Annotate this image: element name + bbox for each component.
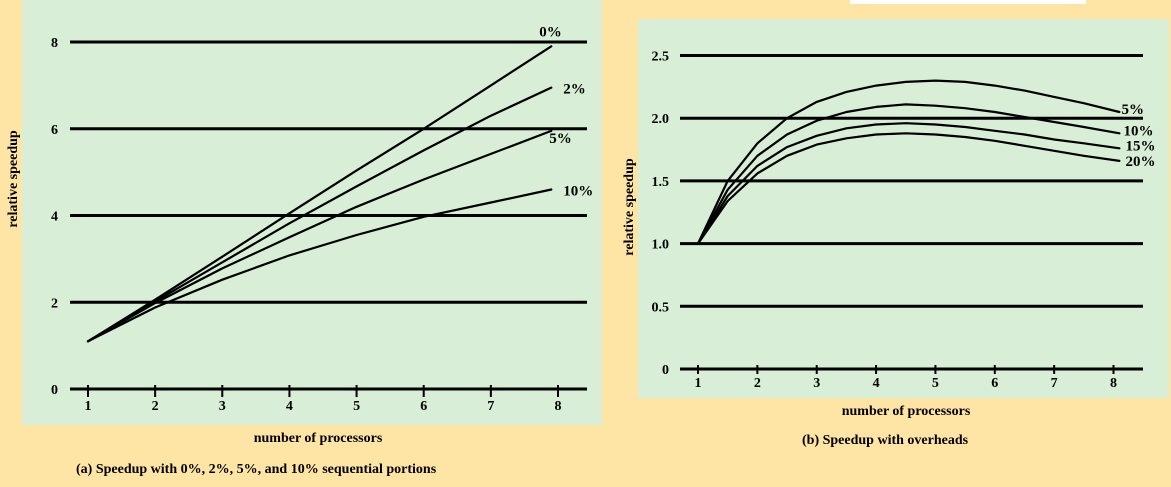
chart-1-x-tick-label-5: 6 [420,399,427,414]
chart-1-series-label-0pct: 0% [539,24,562,40]
chart-2-series-15pct [696,122,1121,245]
chart-1-y-tick-label-2: 4 [51,210,58,225]
chart-1-x-tick-label-3: 4 [286,399,293,414]
caption-left-chart: (a) Speedup with 0%, 2%, 5%, and 10% seq… [76,462,437,477]
chart-2-series-label-20pct: 20% [1125,154,1155,170]
chart-2-series-label-10pct: 10% [1123,123,1153,139]
chart-1-x-tick-label-0: 1 [85,399,92,414]
chart-1-x-tick-label-6: 7 [487,399,494,414]
chart-2-series-5pct [696,79,1121,245]
chart-1-y-tick-label-1: 2 [51,296,58,311]
chart-2-series-10pct [696,103,1121,245]
chart-2-x-tick-label-6: 7 [1051,376,1058,391]
caption-right-chart: (b) Speedup with overheads [802,433,969,448]
chart-2-y-tick-label-2: 1.0 [652,238,670,253]
chart-1-y-axis-label: relative speedup [6,130,21,228]
chart-2-y-tick-label-0: 0 [662,363,669,378]
chart-1-y-tick-label-4: 8 [51,36,58,51]
chart-2-x-tick-label-5: 6 [991,376,998,391]
chart-1-y-tick-label-3: 6 [51,123,58,138]
chart-1-series-label-2pct: 2% [563,82,586,98]
chart-1-x-tick-label-4: 5 [353,399,360,414]
chart-2-x-axis-label: number of processors [842,404,971,419]
chart-2-series-label-15pct: 15% [1125,138,1155,154]
chart-1-panel [22,0,602,425]
chart-1-series-5pct [86,129,553,343]
chart-2-y-tick-label-3: 1.5 [652,175,670,190]
chart-2-x-tick-label-2: 3 [813,376,820,391]
chart-2-y-axis-label: relative speedup [622,158,637,256]
chart-2-series-20pct [696,132,1121,245]
top-white-box [850,0,1086,4]
chart-1-series-2pct [86,86,553,343]
chart-2: 0 0.5 1.0 1.5 2.0 2.5 1 2 3 4 5 6 7 8 5% 10%15%20% numbe… [622,19,1169,419]
chart-2-x-tick-label-7: 8 [1110,376,1117,391]
chart-1-series-label-10pct: 10% [563,183,593,199]
chart-1-series-10pct [86,188,553,343]
chart-1-x-axis-label: number of processors [254,431,383,446]
chart-1-series-label-5pct: 5% [549,131,572,147]
chart-2-series-label-5pct: 5% [1121,102,1144,118]
chart-2-y-tick-label-5: 2.5 [652,50,670,65]
chart-1-x-tick-label-2: 3 [219,399,226,414]
chart-2-x-tick-label-4: 5 [932,376,939,391]
chart-2-x-tick-label-3: 4 [873,376,880,391]
chart-2-x-tick-label-0: 1 [695,376,702,391]
chart-1-x-tick-label-7: 8 [555,399,562,414]
chart-1-y-tick-label-0: 0 [51,383,58,398]
chart-1-x-tick-label-1: 2 [152,399,159,414]
chart-1: 0 2 4 6 8 1 2 3 4 5 6 7 8 0% 2% 5% 10% number of processo… [6,0,602,446]
chart-2-y-tick-label-1: 0.5 [652,300,670,315]
chart-2-x-tick-label-1: 2 [754,376,761,391]
chart-2-y-tick-label-4: 2.0 [652,112,670,127]
chart-1-series-0pct [86,45,553,343]
